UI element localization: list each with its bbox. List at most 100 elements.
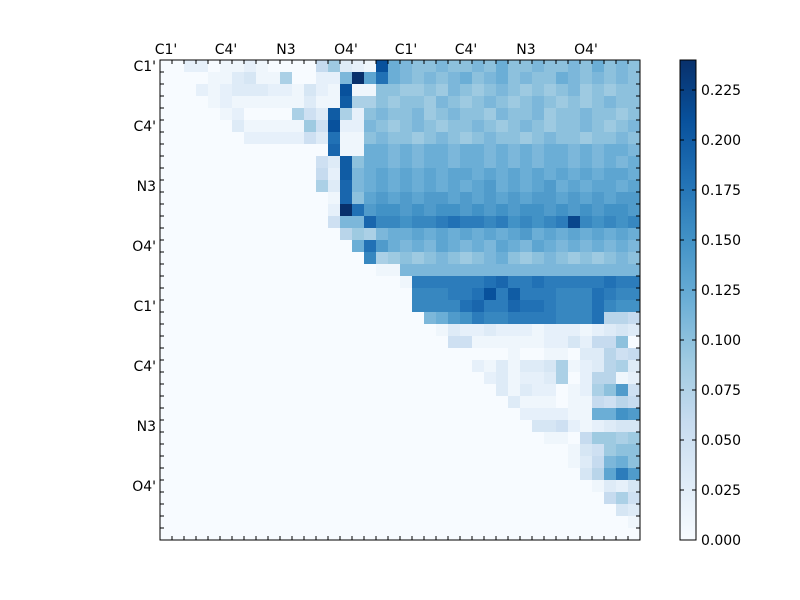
- heatmap-cell: [448, 336, 461, 349]
- heatmap-cell: [400, 228, 413, 241]
- heatmap-cell: [568, 84, 581, 97]
- heatmap-cell: [616, 456, 629, 469]
- heatmap-cell: [508, 420, 521, 433]
- heatmap-cell: [520, 180, 533, 193]
- heatmap-cell: [376, 504, 389, 517]
- heatmap-cell: [412, 132, 425, 145]
- heatmap-cell: [592, 516, 605, 529]
- heatmap-cell: [340, 192, 353, 205]
- heatmap-cell: [460, 156, 473, 169]
- heatmap-cell: [268, 312, 281, 325]
- heatmap-cell: [232, 60, 245, 73]
- heatmap-cell: [280, 336, 293, 349]
- heatmap-cell: [436, 516, 449, 529]
- heatmap-cell: [628, 276, 641, 289]
- heatmap-cell: [448, 72, 461, 85]
- heatmap-cell: [604, 348, 617, 361]
- heatmap-cell: [604, 492, 617, 505]
- heatmap-cell: [352, 168, 365, 181]
- heatmap-cell: [556, 348, 569, 361]
- heatmap-cell: [172, 384, 185, 397]
- heatmap-cell: [544, 480, 557, 493]
- heatmap-cell: [616, 504, 629, 517]
- heatmap-cell: [340, 204, 353, 217]
- heatmap-cell: [448, 372, 461, 385]
- heatmap-cell: [520, 324, 533, 337]
- heatmap-cell: [160, 444, 173, 457]
- heatmap-cell: [328, 288, 341, 301]
- heatmap-cell: [436, 192, 449, 205]
- heatmap-cell: [268, 360, 281, 373]
- heatmap-cell: [328, 204, 341, 217]
- heatmap-cell: [304, 120, 317, 133]
- heatmap-cell: [268, 324, 281, 337]
- heatmap-cell: [340, 360, 353, 373]
- heatmap-cell: [520, 312, 533, 325]
- heatmap-cell: [160, 468, 173, 481]
- heatmap-cell: [184, 96, 197, 109]
- heatmap-cell: [508, 456, 521, 469]
- heatmap-cell: [328, 384, 341, 397]
- heatmap-cell: [628, 72, 641, 85]
- heatmap-cell: [208, 132, 221, 145]
- heatmap-cell: [220, 420, 233, 433]
- heatmap-cell: [184, 348, 197, 361]
- heatmap-cell: [472, 420, 485, 433]
- heatmap-cell: [328, 372, 341, 385]
- heatmap-cell: [616, 144, 629, 157]
- heatmap-cell: [544, 408, 557, 421]
- heatmap-cell: [184, 288, 197, 301]
- heatmap-cell: [556, 240, 569, 253]
- heatmap-cell: [316, 516, 329, 529]
- heatmap-cell: [160, 156, 173, 169]
- heatmap-cell: [520, 264, 533, 277]
- heatmap-cell: [472, 228, 485, 241]
- heatmap-cell: [520, 168, 533, 181]
- heatmap-cell: [448, 120, 461, 133]
- heatmap-cell: [244, 336, 257, 349]
- heatmap-cell: [292, 336, 305, 349]
- heatmap-cell: [232, 84, 245, 97]
- heatmap-cell: [220, 96, 233, 109]
- heatmap-cell: [196, 288, 209, 301]
- heatmap-cell: [532, 120, 545, 133]
- heatmap-cell: [400, 468, 413, 481]
- heatmap-cell: [304, 156, 317, 169]
- heatmap-cell: [484, 492, 497, 505]
- heatmap-cell: [592, 84, 605, 97]
- heatmap-cell: [268, 228, 281, 241]
- heatmap-cell: [424, 396, 437, 409]
- heatmap-cell: [412, 264, 425, 277]
- heatmap-cell: [556, 504, 569, 517]
- heatmap-cell: [424, 444, 437, 457]
- heatmap-cell: [388, 324, 401, 337]
- heatmap-cell: [424, 192, 437, 205]
- heatmap-cell: [520, 372, 533, 385]
- heatmap-cell: [400, 156, 413, 169]
- heatmap-cell: [340, 348, 353, 361]
- heatmap-cell: [160, 504, 173, 517]
- heatmap-cell: [580, 168, 593, 181]
- heatmap-cell: [568, 444, 581, 457]
- heatmap-cell: [400, 72, 413, 85]
- heatmap-cell: [340, 168, 353, 181]
- heatmap-cell: [628, 324, 641, 337]
- heatmap-cell: [388, 444, 401, 457]
- heatmap-cell: [472, 468, 485, 481]
- heatmap-cell: [508, 432, 521, 445]
- heatmap-cell: [316, 180, 329, 193]
- heatmap-cell: [208, 84, 221, 97]
- heatmap-cell: [316, 384, 329, 397]
- heatmap-cell: [316, 276, 329, 289]
- heatmap-cell: [376, 96, 389, 109]
- heatmap-cell: [628, 300, 641, 313]
- heatmap-cell: [448, 60, 461, 73]
- heatmap-cell: [604, 384, 617, 397]
- heatmap-cell: [292, 192, 305, 205]
- heatmap-cell: [196, 372, 209, 385]
- heatmap-cell: [616, 192, 629, 205]
- heatmap-cell: [400, 276, 413, 289]
- heatmap-cell: [388, 252, 401, 265]
- heatmap-cell: [196, 468, 209, 481]
- heatmap-cell: [340, 264, 353, 277]
